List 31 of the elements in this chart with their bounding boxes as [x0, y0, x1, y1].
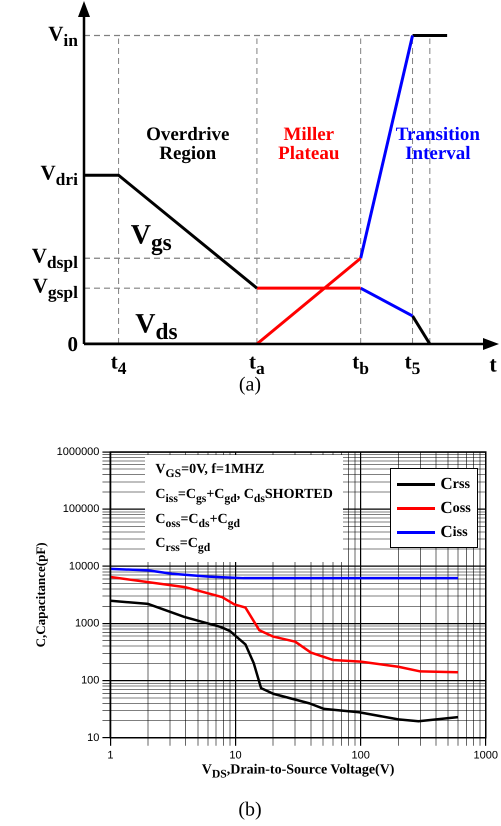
y-tick-label: 1000000	[56, 446, 100, 458]
x-axis-title: t	[489, 351, 497, 376]
y-tick-label: 1000	[74, 618, 100, 630]
annotation: Miller Plateau	[278, 124, 340, 165]
annotation: C$_{rss}$=C$_{gd}$	[155, 536, 210, 554]
annotation: Overdrive Region	[146, 124, 230, 165]
x-tick-label: 100	[351, 749, 370, 762]
y-tick-label: 100000	[62, 503, 100, 516]
x-axis-title: V$_{DS}$,Drain-to-Source Voltage(V)	[202, 762, 394, 780]
series-label: V$_{gs}$	[130, 219, 172, 256]
annotation: Transition Interval	[396, 124, 480, 165]
annotation: C$_{oss}$=C$_{ds}$+C$_{gd}$	[155, 512, 240, 530]
x-tick-label: 10	[229, 749, 242, 762]
ref-line-label: V$_{gspl}$	[32, 274, 78, 302]
y-tick-label: 10000	[68, 560, 100, 572]
y-tick-label: 10	[87, 732, 100, 744]
text: 0	[68, 332, 78, 356]
x-tick-label: t$_{b}$	[352, 350, 370, 378]
x-tick-label: t$_{5}$	[404, 350, 420, 378]
text: (b)	[238, 798, 262, 820]
ref-line-label: V$_{in}$	[48, 21, 78, 50]
text: C$_{iss}$=C$_{gs}$+C$_{gd}$, C$_{ds}$SHORTED	[155, 486, 333, 505]
ref-line-label: V$_{dspl}$	[32, 244, 78, 272]
x-tick-label: 1000	[474, 749, 498, 762]
text: V$_{dri}$	[40, 160, 78, 190]
annotation: V$_{GS}$=0V, f=1MHZ	[155, 462, 264, 480]
series-label: V$_{ds}$	[135, 308, 178, 346]
x-tick-label: 1	[107, 749, 114, 762]
y-axis-title: C,Capacitance(pF)	[33, 542, 48, 648]
y-tick-label: 100	[81, 674, 100, 687]
x-tick-label: t$_{4}$	[110, 350, 126, 378]
